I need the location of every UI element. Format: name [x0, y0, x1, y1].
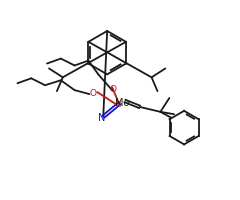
- Text: Mo: Mo: [115, 98, 129, 108]
- Text: O: O: [110, 85, 117, 94]
- Text: O: O: [90, 89, 97, 98]
- Text: N: N: [98, 113, 105, 123]
